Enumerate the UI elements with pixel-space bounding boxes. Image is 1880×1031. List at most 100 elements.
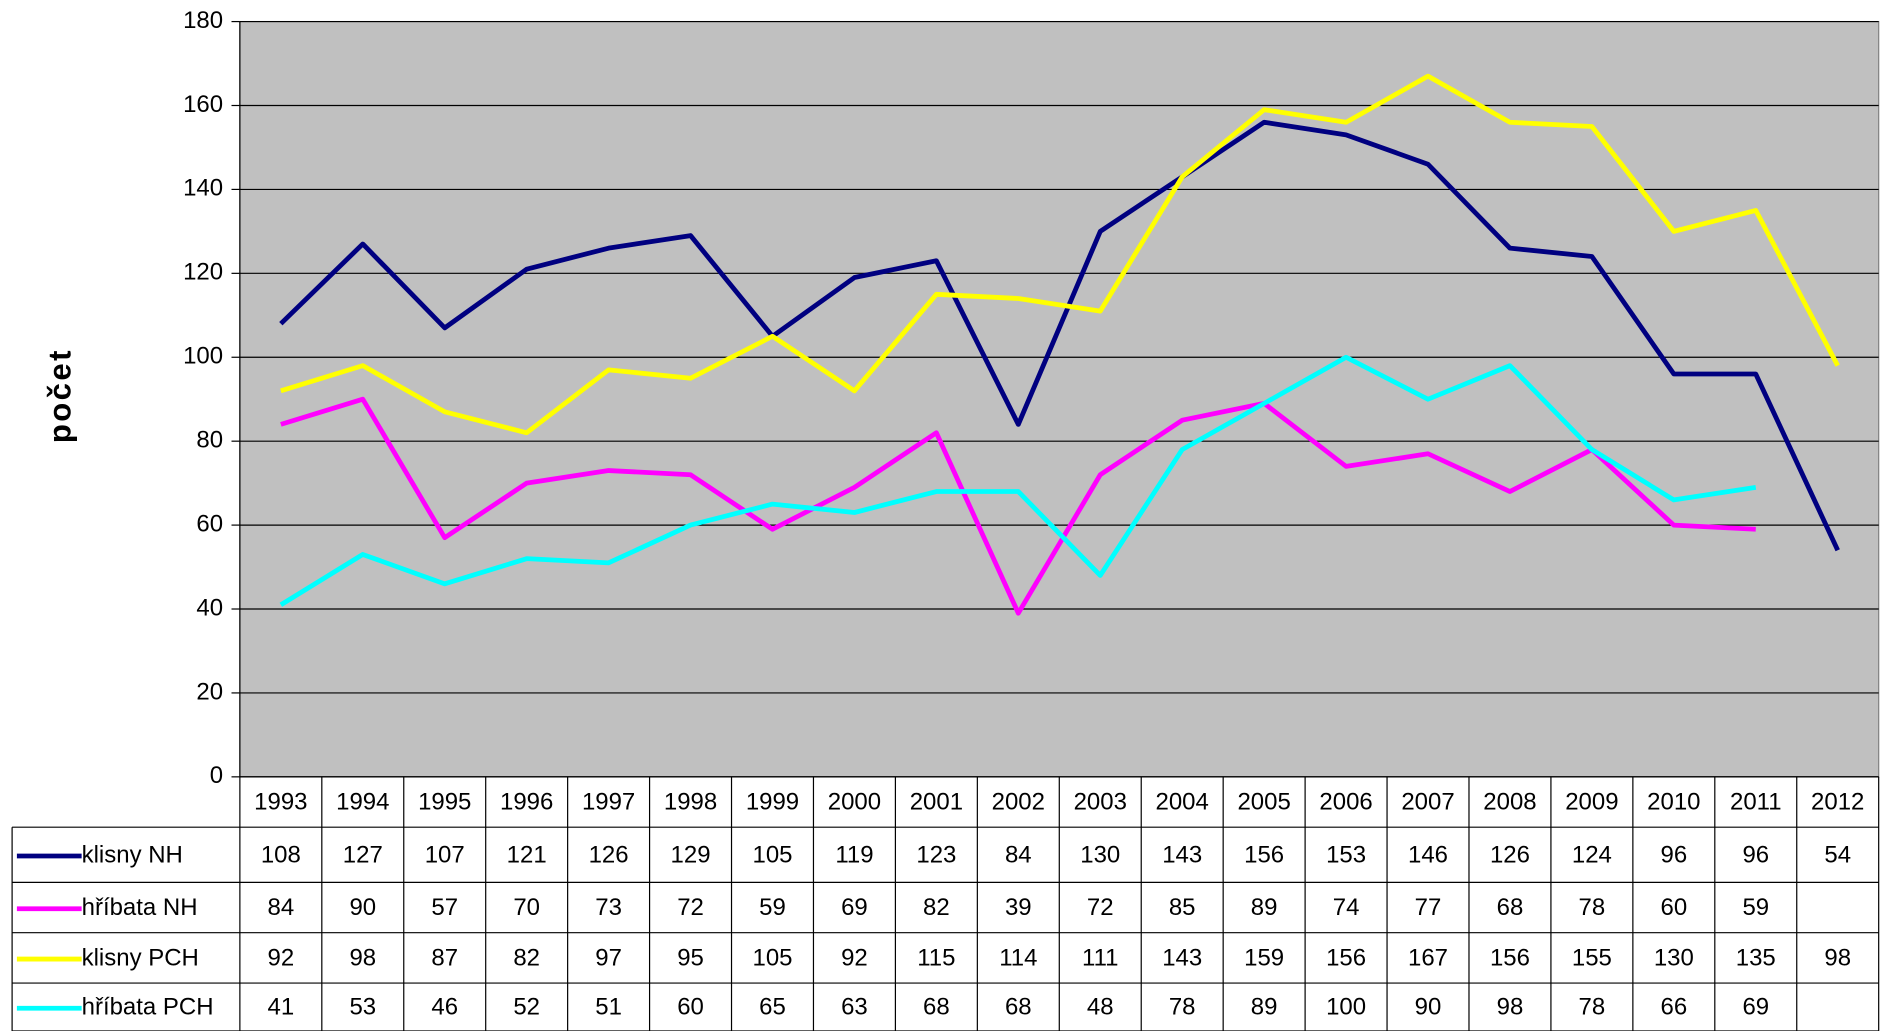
legend-label: hříbata NH <box>82 894 198 921</box>
table-value: 59 <box>1742 894 1769 921</box>
x-tick-label: 2008 <box>1483 789 1536 816</box>
x-tick-label: 1995 <box>418 789 471 816</box>
x-tick-label: 2007 <box>1401 789 1454 816</box>
table-value: 105 <box>752 841 792 868</box>
x-tick-label: 2010 <box>1647 789 1700 816</box>
y-tick-label: 100 <box>183 343 223 370</box>
table-value: 126 <box>1490 841 1530 868</box>
y-axis-label: počet <box>43 348 78 443</box>
table-value: 87 <box>431 944 458 971</box>
x-tick-label: 2002 <box>992 789 1045 816</box>
legend-label: klisny PCH <box>82 944 199 971</box>
table-value: 89 <box>1251 994 1278 1021</box>
x-tick-label: 1993 <box>254 789 307 816</box>
x-tick-label: 2011 <box>1730 789 1782 816</box>
table-value: 66 <box>1661 994 1688 1021</box>
x-tick-label: 1998 <box>664 789 717 816</box>
x-tick-label: 2000 <box>828 789 881 816</box>
x-tick-label: 2005 <box>1237 789 1290 816</box>
y-tick-label: 140 <box>183 175 223 202</box>
table-value: 85 <box>1169 894 1196 921</box>
table-value: 69 <box>1742 994 1769 1021</box>
y-tick-label: 80 <box>196 427 223 454</box>
table-value: 92 <box>268 944 295 971</box>
y-tick-label: 160 <box>183 91 223 118</box>
table-value: 51 <box>595 994 622 1021</box>
x-tick-label: 2006 <box>1319 789 1372 816</box>
series-line <box>280 396 1756 616</box>
table-value: 121 <box>507 841 547 868</box>
table-value: 48 <box>1087 994 1114 1021</box>
y-tick-label: 40 <box>196 594 223 621</box>
table-value: 111 <box>1082 944 1118 971</box>
legend-label: klisny NH <box>82 841 183 868</box>
table-value: 98 <box>1824 944 1851 971</box>
table-value: 78 <box>1579 994 1606 1021</box>
table-value: 65 <box>759 994 786 1021</box>
table-value: 59 <box>759 894 786 921</box>
table-value: 90 <box>349 894 376 921</box>
table-value: 78 <box>1169 994 1196 1021</box>
table-value: 130 <box>1654 944 1694 971</box>
table-value: 156 <box>1490 944 1530 971</box>
x-tick-label: 1997 <box>582 789 635 816</box>
table-value: 105 <box>752 944 792 971</box>
table-value: 119 <box>835 841 873 868</box>
table-value: 82 <box>923 894 950 921</box>
y-tick-label: 60 <box>196 510 223 537</box>
table-value: 143 <box>1162 944 1202 971</box>
table-value: 89 <box>1251 894 1278 921</box>
y-tick-label: 0 <box>210 762 223 789</box>
table-value: 74 <box>1333 894 1360 921</box>
table-value: 123 <box>916 841 956 868</box>
table-value: 54 <box>1824 841 1851 868</box>
table-value: 114 <box>999 944 1037 971</box>
table-value: 92 <box>841 944 868 971</box>
table-value: 97 <box>595 944 622 971</box>
table-value: 84 <box>268 894 295 921</box>
table-value: 72 <box>677 894 704 921</box>
table-value: 78 <box>1579 894 1606 921</box>
table-value: 167 <box>1408 944 1448 971</box>
table-value: 60 <box>677 994 704 1021</box>
table-value: 68 <box>923 994 950 1021</box>
table-value: 46 <box>431 994 458 1021</box>
x-tick-label: 2009 <box>1565 789 1618 816</box>
table-value: 53 <box>349 994 376 1021</box>
x-tick-label: 2004 <box>1156 789 1209 816</box>
plot-area <box>239 20 1880 778</box>
table-value: 108 <box>261 841 301 868</box>
table-value: 153 <box>1326 841 1366 868</box>
table-value: 155 <box>1572 944 1612 971</box>
table-value: 156 <box>1326 944 1366 971</box>
table-value: 124 <box>1572 841 1612 868</box>
legend-label: hříbata PCH <box>82 994 214 1021</box>
table-value: 127 <box>343 841 383 868</box>
y-tick-label: 180 <box>183 7 223 34</box>
table-value: 60 <box>1661 894 1688 921</box>
table-value: 68 <box>1497 894 1524 921</box>
table-value: 126 <box>589 841 629 868</box>
table-value: 41 <box>268 994 295 1021</box>
table-value: 98 <box>349 944 376 971</box>
table-value: 69 <box>841 894 868 921</box>
x-tick-label: 1996 <box>500 789 553 816</box>
table-value: 68 <box>1005 994 1032 1021</box>
table-value: 96 <box>1742 841 1769 868</box>
table-value: 98 <box>1497 994 1524 1021</box>
x-tick-label: 1994 <box>336 789 389 816</box>
series-line <box>279 119 1840 552</box>
table-value: 130 <box>1080 841 1120 868</box>
table-value: 135 <box>1736 944 1776 971</box>
table-value: 129 <box>671 841 711 868</box>
y-tick-label: 20 <box>196 678 223 705</box>
x-tick-label: 2003 <box>1074 789 1127 816</box>
table-value: 96 <box>1661 841 1688 868</box>
series-line <box>280 73 1840 436</box>
series-line <box>279 354 1757 607</box>
table-value: 82 <box>513 944 540 971</box>
table-value: 57 <box>431 894 458 921</box>
table-value: 90 <box>1415 994 1442 1021</box>
table-value: 143 <box>1162 841 1202 868</box>
